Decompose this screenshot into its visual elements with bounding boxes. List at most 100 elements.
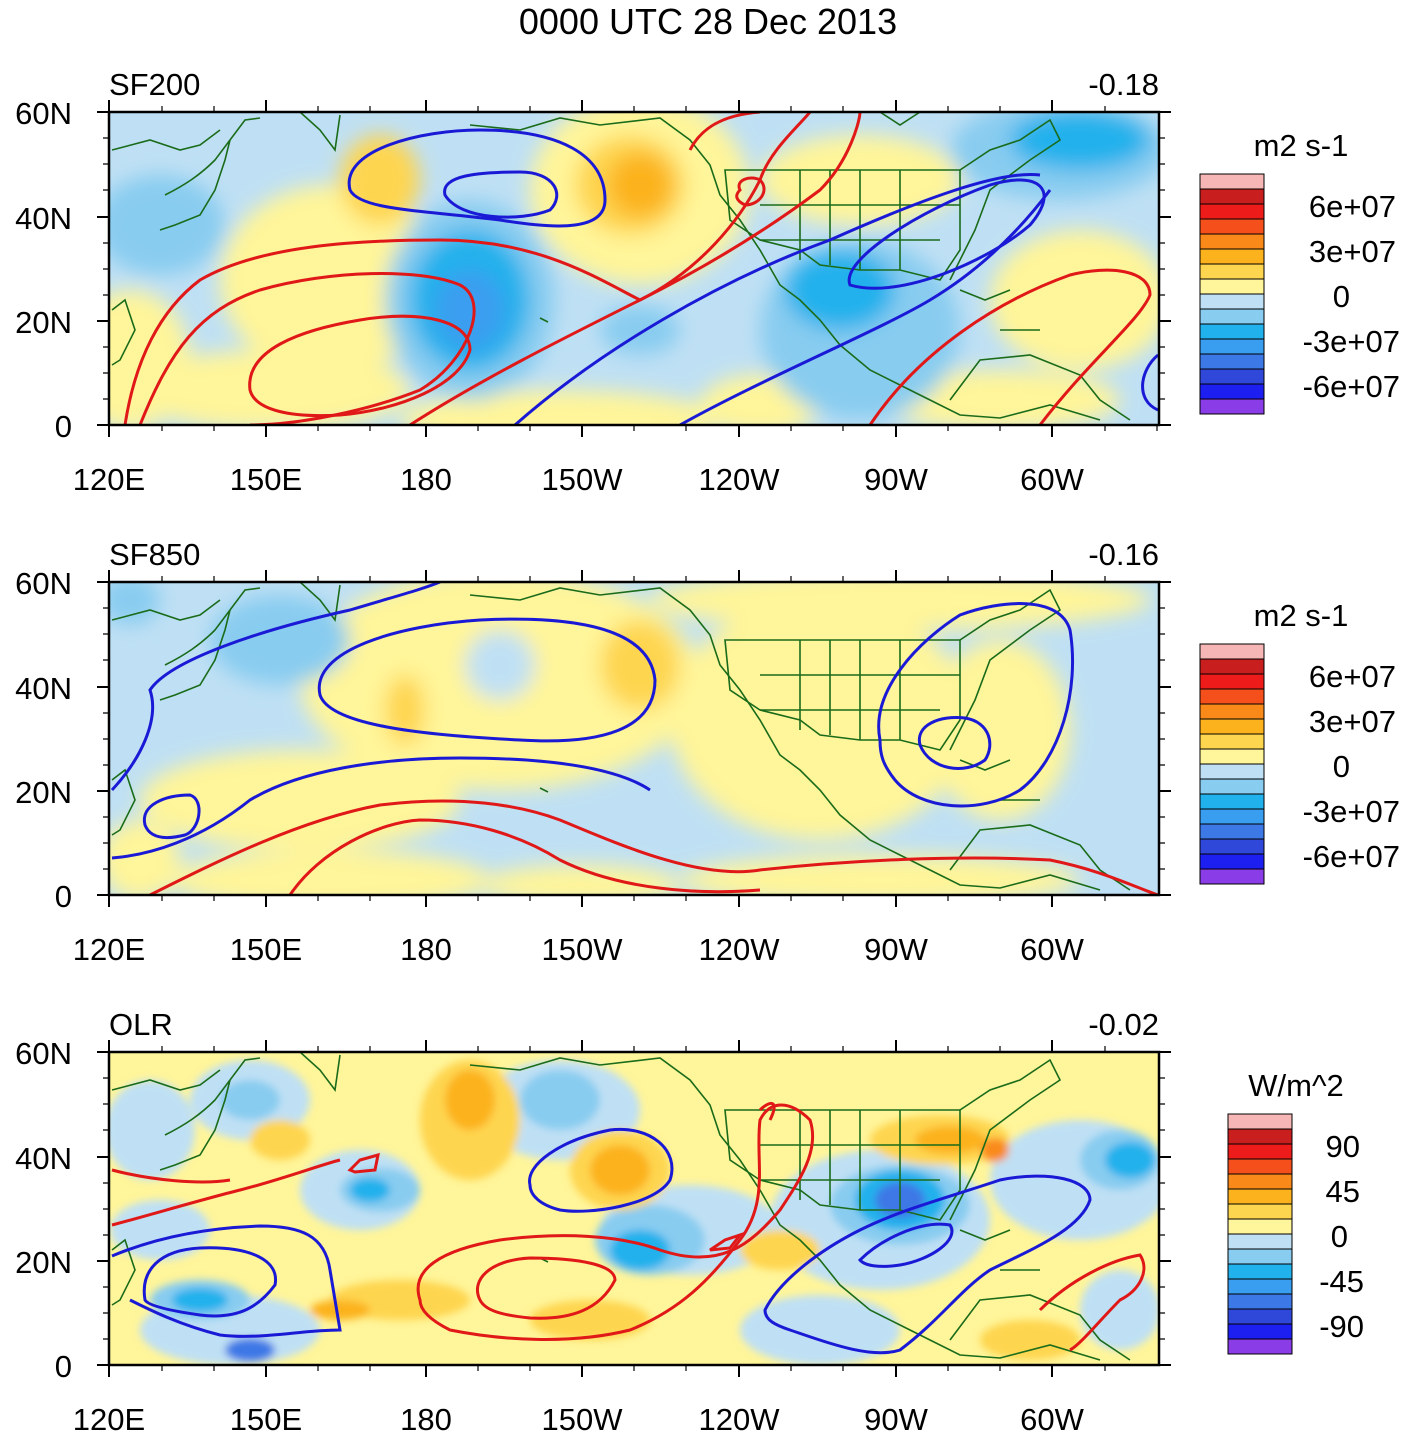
colorbar-swatch-2-8 [1227, 1233, 1293, 1250]
olr-colorbar-label-1: 90 [1326, 1129, 1360, 1164]
colorbar-swatch-1-4 [1199, 703, 1265, 720]
sf850-corner-value: -0.16 [1088, 537, 1159, 572]
colorbar-swatch-2-14 [1227, 1323, 1293, 1340]
sf850-xtick-150e: 150E [230, 932, 302, 967]
sf200-xtick-180: 180 [400, 462, 452, 497]
sf200-colorbar-label-5: -6e+07 [1303, 369, 1400, 404]
sf200-field [109, 112, 1159, 425]
colorbar-swatch-0-4 [1199, 233, 1265, 250]
olr-panel-label: OLR [109, 1007, 173, 1042]
sf850-colorbar-label-1: 6e+07 [1309, 659, 1396, 694]
colorbar-swatch-2-3 [1227, 1158, 1293, 1175]
sf850-xtick-150w: 150W [542, 932, 624, 967]
colorbar-swatch-2-2 [1227, 1143, 1293, 1160]
colorbar-swatch-1-15 [1199, 868, 1265, 885]
colorbar-swatch-2-12 [1227, 1293, 1293, 1310]
olr-xtick-180: 180 [400, 1402, 452, 1437]
colorbar-swatch-1-9 [1199, 778, 1265, 795]
sf200-colorbar-label-1: 6e+07 [1309, 189, 1396, 224]
sf200-xtick-120w: 120W [699, 462, 781, 497]
figure-title: 0000 UTC 28 Dec 2013 [519, 1, 897, 42]
olr-colorbar-label-5: -90 [1319, 1309, 1364, 1344]
olr-colorbar-label-2: 45 [1326, 1174, 1360, 1209]
colorbar-swatch-0-2 [1199, 203, 1265, 220]
colorbar-swatch-2-15 [1227, 1338, 1293, 1355]
colorbar-swatch-0-9 [1199, 308, 1265, 325]
colorbar-swatch-0-13 [1199, 368, 1265, 385]
colorbar-swatch-1-7 [1199, 748, 1265, 765]
colorbar-swatch-1-6 [1199, 733, 1265, 750]
colorbar-swatch-2-5 [1227, 1188, 1293, 1205]
sf850-xtick-180: 180 [400, 932, 452, 967]
colorbar-swatch-0-11 [1199, 338, 1265, 355]
sf850-ytick-40n: 40N [15, 671, 72, 706]
sf200-ticks [97, 100, 1171, 437]
olr-xtick-150e: 150E [230, 1402, 302, 1437]
colorbar-swatch-2-6 [1227, 1203, 1293, 1220]
colorbar-swatch-0-12 [1199, 353, 1265, 370]
colorbar-swatch-1-2 [1199, 673, 1265, 690]
sf200-xtick-120e: 120E [73, 462, 145, 497]
colorbar-swatch-1-0 [1199, 643, 1265, 660]
sf200-panel-label: SF200 [109, 67, 200, 102]
panel-olr: OLR -0.02 60N 40N 20N 0 120E 150E 180 15… [15, 1007, 1364, 1437]
colorbar-swatch-2-10 [1227, 1263, 1293, 1280]
olr-ytick-0: 0 [55, 1349, 72, 1384]
olr-xtick-120w: 120W [699, 1402, 781, 1437]
olr-ytick-40n: 40N [15, 1141, 72, 1176]
sf200-xtick-150e: 150E [230, 462, 302, 497]
colorbar-swatch-0-5 [1199, 248, 1265, 265]
colorbar-swatch-0-0 [1199, 173, 1265, 190]
olr-xtick-90w: 90W [864, 1402, 928, 1437]
sf850-colorbar-label-3: 0 [1333, 749, 1350, 784]
sf850-colorbar-label-4: -3e+07 [1303, 794, 1400, 829]
sf850-ytick-20n: 20N [15, 775, 72, 810]
sf850-panel-label: SF850 [109, 537, 200, 572]
sf850-colorbar-label-2: 3e+07 [1309, 704, 1396, 739]
colorbar-swatch-1-13 [1199, 838, 1265, 855]
sf850-ytick-60n: 60N [15, 566, 72, 601]
sf200-ytick-20n: 20N [15, 305, 72, 340]
colorbar-swatch-0-3 [1199, 218, 1265, 235]
olr-colorbar-label-3: 0 [1331, 1219, 1348, 1254]
olr-ytick-20n: 20N [15, 1245, 72, 1280]
sf850-field [109, 582, 1159, 895]
sf200-ytick-0: 0 [55, 409, 72, 444]
olr-xtick-150w: 150W [542, 1402, 624, 1437]
olr-corner-value: -0.02 [1088, 1007, 1159, 1042]
colorbar-swatch-0-6 [1199, 263, 1265, 280]
colorbar-swatch-2-1 [1227, 1128, 1293, 1145]
colorbar-swatch-1-11 [1199, 808, 1265, 825]
olr-field [109, 1052, 1159, 1365]
sf200-colorbar-title: m2 s-1 [1254, 128, 1349, 163]
sf200-colorbar-label-2: 3e+07 [1309, 234, 1396, 269]
olr-xtick-120e: 120E [73, 1402, 145, 1437]
colorbar-swatch-0-10 [1199, 323, 1265, 340]
panel-sf850: SF850 -0.16 60N 40N 20N 0 120E 150E 180 … [15, 537, 1400, 967]
olr-colorbar-title: W/m^2 [1248, 1068, 1343, 1103]
colorbar-swatch-2-9 [1227, 1248, 1293, 1265]
colorbar-swatch-2-7 [1227, 1218, 1293, 1235]
sf850-ytick-0: 0 [55, 879, 72, 914]
sf200-colorbar-label-3: 0 [1333, 279, 1350, 314]
colorbar-swatch-0-1 [1199, 188, 1265, 205]
colorbar-swatch-2-11 [1227, 1278, 1293, 1295]
colorbar-swatch-1-14 [1199, 853, 1265, 870]
sf200-colorbar: m2 s-1 6e+07 3e+07 0 -3e+07 -6e+07 [1199, 128, 1400, 415]
colorbar-swatch-2-13 [1227, 1308, 1293, 1325]
colorbar-swatch-0-15 [1199, 398, 1265, 415]
colorbar-swatch-0-14 [1199, 383, 1265, 400]
colorbar-swatch-2-0 [1227, 1113, 1293, 1130]
sf850-xtick-120e: 120E [73, 932, 145, 967]
colorbar-swatch-0-7 [1199, 278, 1265, 295]
colorbar-swatch-1-3 [1199, 688, 1265, 705]
olr-colorbar: W/m^2 90 45 0 -45 -90 [1227, 1068, 1364, 1355]
sf200-ytick-60n: 60N [15, 96, 72, 131]
colorbar-swatch-0-8 [1199, 293, 1265, 310]
colorbar-swatch-1-10 [1199, 793, 1265, 810]
sf200-ytick-40n: 40N [15, 201, 72, 236]
colorbar-swatch-1-12 [1199, 823, 1265, 840]
olr-ytick-60n: 60N [15, 1036, 72, 1071]
sf200-xtick-90w: 90W [864, 462, 928, 497]
